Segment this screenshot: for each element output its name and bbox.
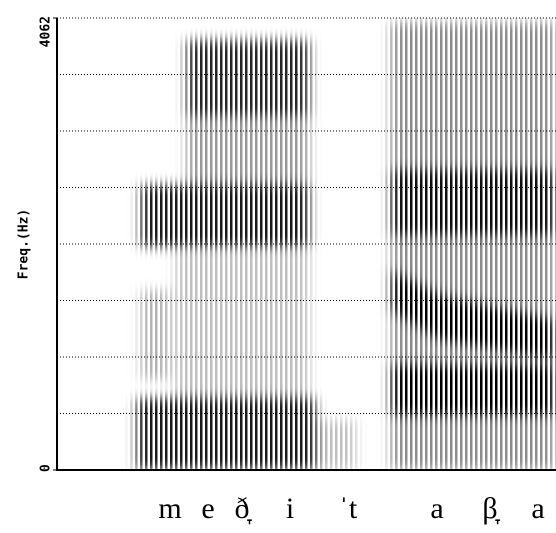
segment-label: ð̞ [235,492,253,525]
segment-label: i [286,492,294,525]
segment-label: a [430,492,443,525]
segment-label: β̞ [482,492,500,525]
segment-label: ˈt [339,492,358,525]
segment-labels: m e ð̞ i ˈt a β̞ a [158,492,544,525]
segment-label: e [201,492,214,525]
segment-label: a [531,492,544,525]
y-tick-label: 0 [39,464,54,472]
segment-label: m [158,492,181,525]
y-axis-label: Freq.(Hz) [17,209,32,279]
y-tick-label: 4062 [39,16,54,47]
